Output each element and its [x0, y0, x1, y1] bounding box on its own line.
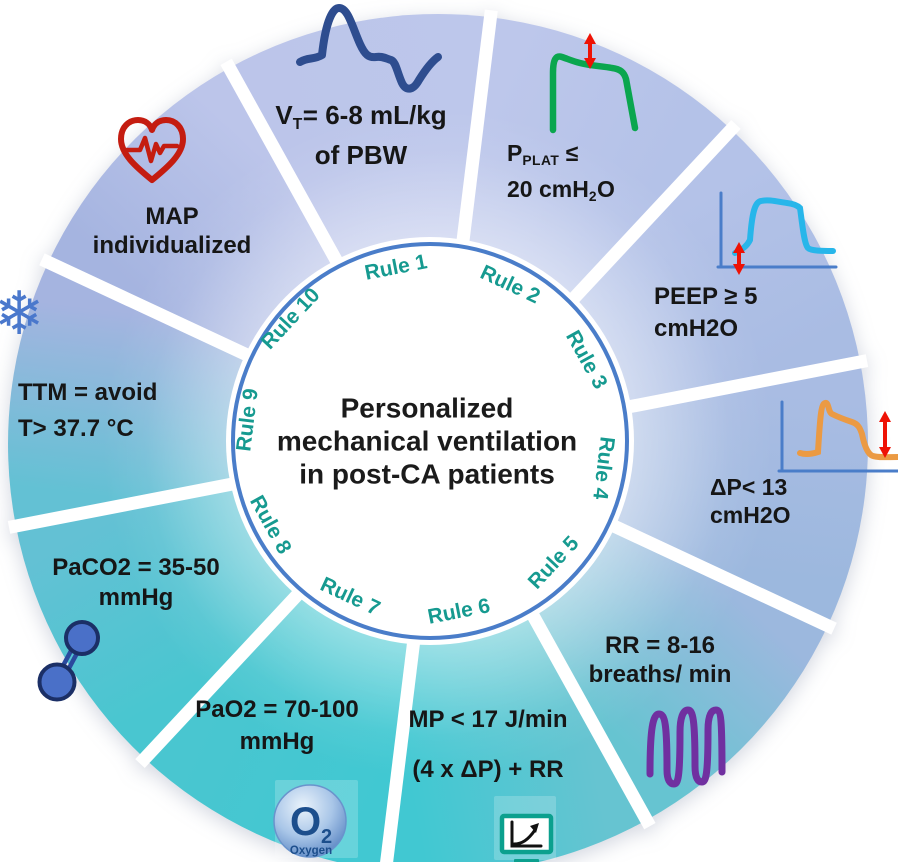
sector-label-plateau-pressure: PPLAT ≤ 20 cmH2O — [507, 140, 615, 205]
svg-text:Oxygen: Oxygen — [290, 845, 332, 857]
sector-label-driving-pressure: ΔP< 13 cmH2O — [710, 474, 791, 528]
sector-label-ttm: TTM = avoid T> 37.7 °C — [18, 379, 158, 442]
sector-label-peep: PEEP ≥ 5 cmH2O — [654, 283, 758, 342]
red-double-arrow-icon — [733, 242, 745, 275]
oxygen-molecule-icon: O 2 Oxygen — [273, 780, 358, 858]
heart-ecg-icon — [118, 117, 186, 183]
monitor-chart-icon — [494, 796, 556, 862]
sector-label-mechanical-power: MP < 17 J/min (4 x ΔP) + RR — [408, 706, 568, 783]
sector-label-tidal-volume: VT= 6-8 mL/kg of PBW — [275, 100, 447, 170]
title-line: Personalized — [340, 392, 514, 424]
sector-label-respiratory-rate: RR = 8-16 breaths/ min — [588, 632, 732, 688]
svg-text:2: 2 — [321, 826, 332, 848]
driving-pressure-waveform-icon — [777, 400, 898, 473]
snowflake-icon: ❄ — [0, 280, 45, 347]
title-line: mechanical ventilation — [276, 425, 578, 457]
sector-label-map: MAP individualized — [92, 203, 252, 259]
sector-label-paco2: PaCO2 = 35-50 mmHg — [52, 554, 220, 611]
plateau-pressure-waveform-icon — [549, 33, 639, 134]
peep-waveform-icon — [716, 191, 838, 275]
flow-waveform-icon — [296, 4, 442, 93]
wheel-title: Personalized mechanical ventilation in p… — [237, 392, 617, 491]
respiratory-rate-waveform-icon — [646, 706, 726, 788]
red-double-arrow-icon — [879, 411, 891, 458]
title-line: in post-CA patients — [299, 458, 555, 490]
red-double-arrow-icon — [584, 33, 596, 69]
sector-label-pao2: PaO2 = 70-100 mmHg — [195, 696, 359, 755]
svg-text:O: O — [290, 800, 321, 844]
co2-molecule-icon — [37, 620, 100, 702]
